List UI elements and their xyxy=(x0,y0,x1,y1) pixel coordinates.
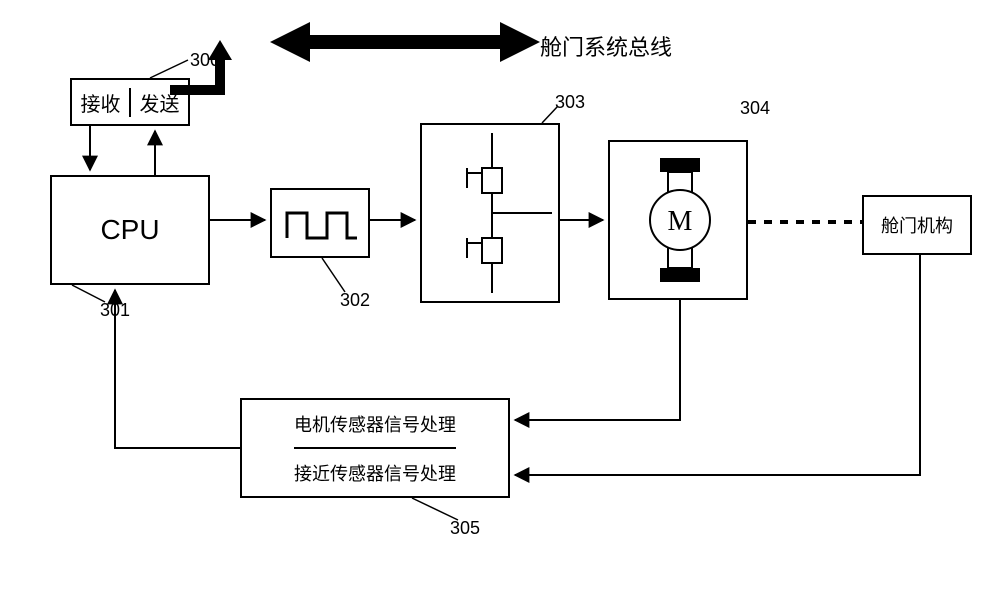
label-303: 303 xyxy=(555,92,585,113)
label-304: 304 xyxy=(740,98,770,119)
tx-label: 发送 xyxy=(131,88,188,117)
door-mech-block: 舱门机构 xyxy=(862,195,972,255)
bus-label: 舱门系统总线 xyxy=(540,30,672,62)
bridge-block xyxy=(420,123,560,303)
label-302: 302 xyxy=(340,290,370,311)
bus-arrow xyxy=(270,22,540,62)
motor-block: M xyxy=(608,140,748,300)
label-301: 301 xyxy=(100,300,130,321)
sensor-block: 电机传感器信号处理 接近传感器信号处理 xyxy=(240,398,510,498)
door-mech-label: 舱门机构 xyxy=(881,212,953,238)
rx-label: 接收 xyxy=(72,88,131,117)
sensor-l2: 接近传感器信号处理 xyxy=(294,449,456,496)
label-305: 305 xyxy=(450,518,480,539)
cpu-label: CPU xyxy=(100,214,159,246)
sensor-l1: 电机传感器信号处理 xyxy=(294,400,456,449)
rx-tx-block: 接收 发送 xyxy=(70,78,190,126)
pwm-block xyxy=(270,188,370,258)
svg-text:M: M xyxy=(668,206,693,237)
cpu-block: CPU xyxy=(50,175,210,285)
label-300: 300 xyxy=(190,50,220,71)
